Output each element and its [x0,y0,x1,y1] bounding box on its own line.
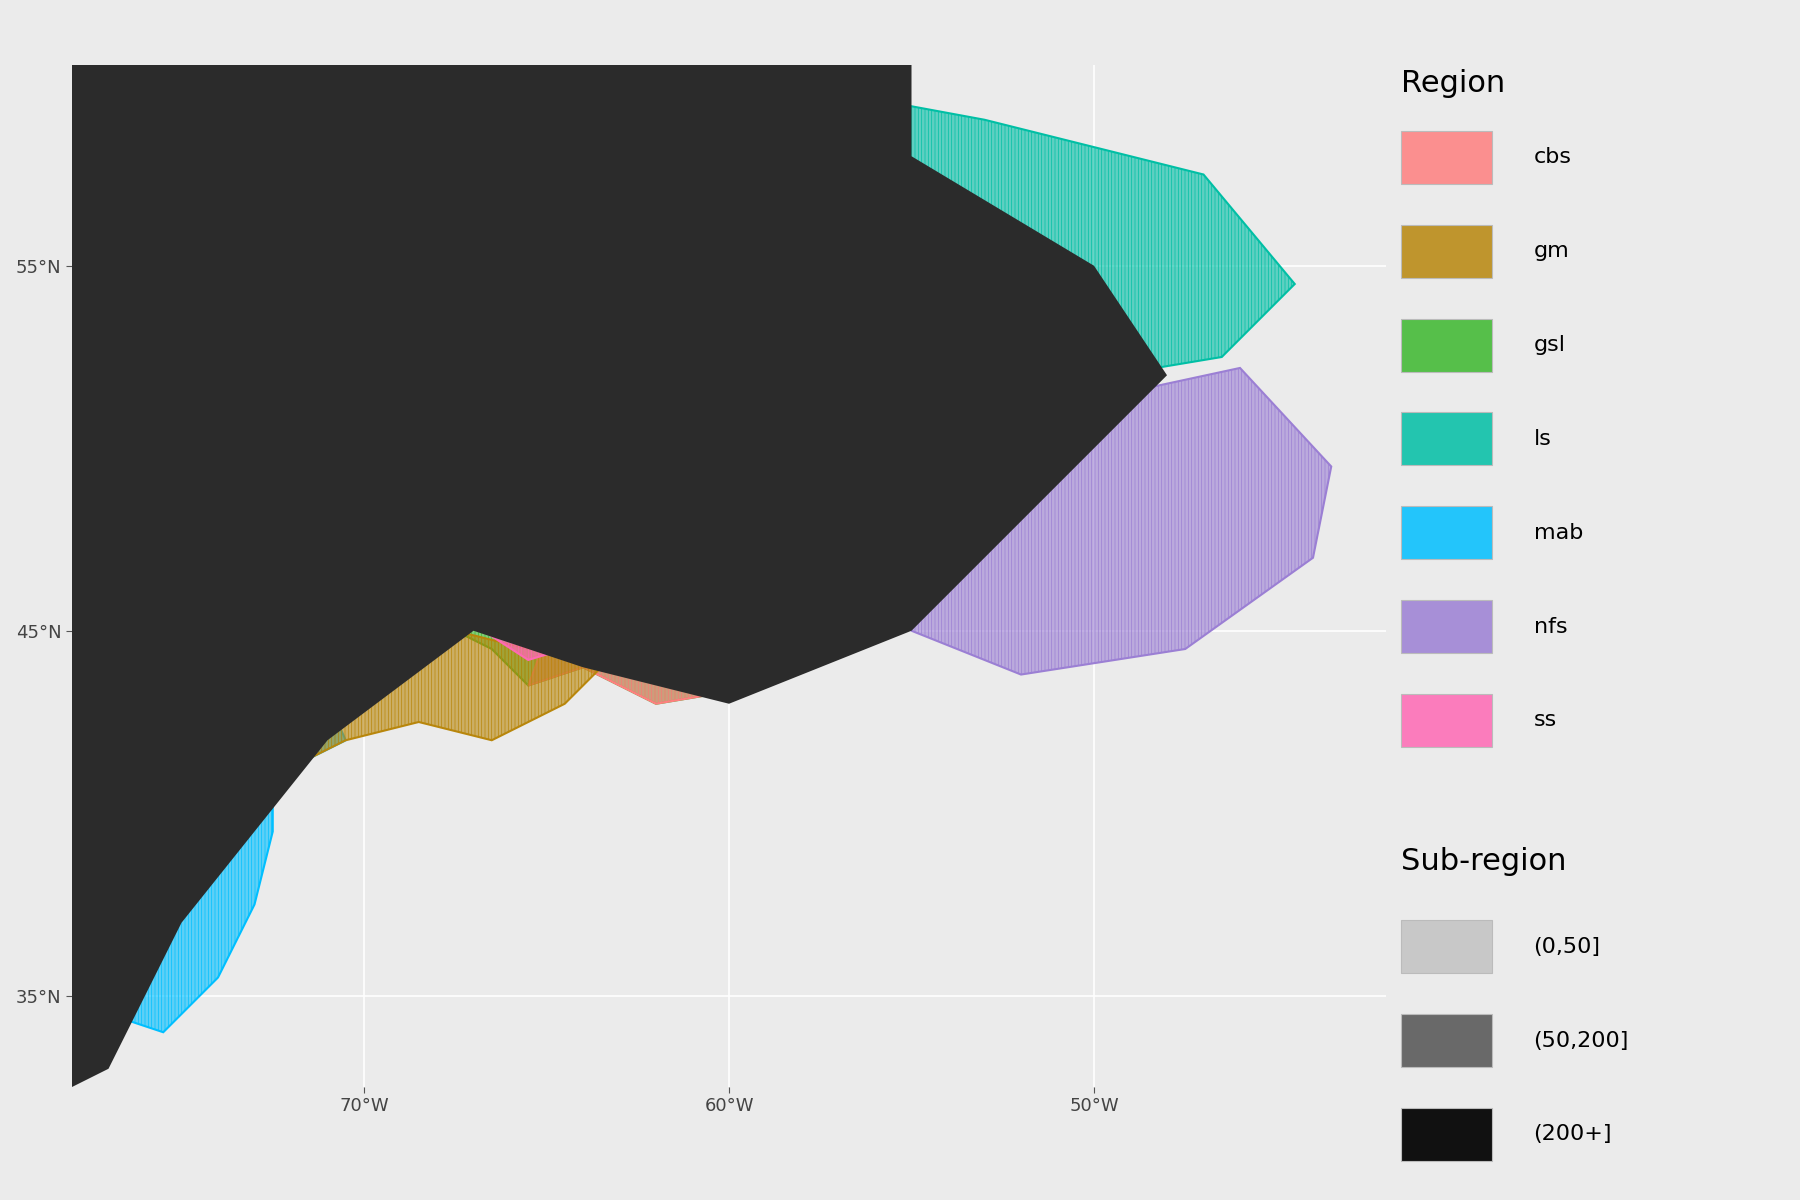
Text: nfs: nfs [1534,617,1568,637]
FancyBboxPatch shape [1400,920,1492,973]
Text: gsl: gsl [1534,335,1566,355]
FancyBboxPatch shape [1400,319,1492,372]
Text: (50,200]: (50,200] [1534,1031,1629,1051]
Text: cbs: cbs [1534,148,1571,168]
Text: (0,50]: (0,50] [1534,937,1600,956]
Polygon shape [527,540,893,703]
Polygon shape [547,76,1294,412]
Polygon shape [455,612,765,685]
FancyBboxPatch shape [1400,694,1492,746]
FancyBboxPatch shape [1400,224,1492,277]
FancyBboxPatch shape [1400,1108,1492,1160]
Text: ls: ls [1534,428,1552,449]
Text: Sub-region: Sub-region [1400,847,1566,876]
FancyBboxPatch shape [1400,131,1492,184]
FancyBboxPatch shape [1400,413,1492,466]
FancyBboxPatch shape [1400,1014,1492,1067]
Polygon shape [236,612,619,776]
Text: Region: Region [1400,70,1505,98]
Text: mab: mab [1534,523,1582,542]
Text: ss: ss [1534,710,1557,731]
Polygon shape [72,65,1166,1087]
FancyBboxPatch shape [1400,506,1492,559]
FancyBboxPatch shape [1400,600,1492,653]
Text: (200+]: (200+] [1534,1124,1613,1145]
Text: gm: gm [1534,241,1570,262]
Polygon shape [90,649,346,1032]
Polygon shape [893,368,1332,674]
Polygon shape [200,358,1003,703]
